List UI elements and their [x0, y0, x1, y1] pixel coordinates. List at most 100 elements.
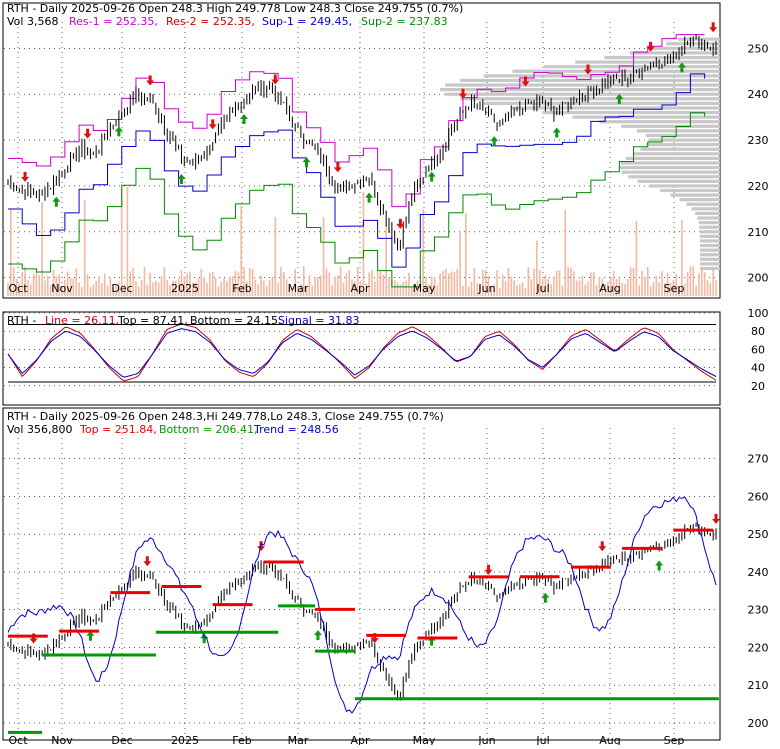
volume-bar — [607, 281, 609, 296]
trend-trend-label: Trend = 248.56 — [253, 423, 339, 436]
volume-bar — [530, 279, 532, 296]
y-tick-label: 200 — [748, 717, 769, 730]
volume-bar — [658, 281, 660, 296]
sell-arrow-icon — [646, 41, 655, 52]
volume-bar — [18, 283, 21, 296]
volume-bar — [632, 267, 635, 296]
volume-bar — [573, 271, 575, 296]
trend-top-label: Top = 251.84, — [79, 423, 157, 436]
volume-bar — [371, 270, 373, 296]
volume-bar — [35, 272, 38, 296]
volume-bar — [373, 281, 376, 296]
volume-bar — [41, 201, 43, 296]
volume-bar — [575, 280, 578, 296]
y-tick-label: 80 — [751, 325, 765, 338]
volume-profile-bar — [686, 202, 720, 206]
volume-bar — [473, 267, 476, 296]
volume-bar — [544, 275, 547, 296]
volume-bar — [592, 271, 595, 296]
volume-bar — [140, 279, 143, 296]
volume-bar — [177, 278, 180, 296]
volume-bar — [507, 268, 510, 296]
sell-arrow-icon — [208, 119, 217, 130]
osc-signal-series — [7, 328, 717, 378]
volume-bar — [64, 279, 66, 296]
volume-bar — [499, 287, 501, 296]
volume-profile-bar — [636, 129, 720, 133]
volume-bar — [192, 282, 194, 296]
buy-arrow-icon — [365, 192, 374, 203]
volume-bar — [38, 275, 41, 296]
sup1-label: Sup-1 = 249.45, — [262, 15, 352, 28]
volume-bar — [683, 284, 686, 296]
sell-arrow-icon — [333, 162, 342, 173]
volume-bar — [29, 284, 32, 296]
support-2-line — [8, 112, 706, 288]
volume-profile-bar — [646, 143, 720, 147]
volume-bar — [459, 232, 461, 296]
x-tick-label: Apr — [350, 734, 370, 745]
volume-bar — [675, 274, 677, 296]
y-tick-label: 200 — [748, 272, 769, 285]
sell-arrow-icon — [521, 76, 530, 87]
y-tick-label: 220 — [748, 180, 769, 193]
volume-bar — [618, 278, 621, 296]
volume-profile-bar — [629, 51, 720, 55]
y-tick-label: 100 — [748, 307, 769, 320]
volume-bar — [72, 278, 75, 296]
volume-profile-bar — [511, 106, 720, 110]
volume-bar — [627, 278, 629, 296]
osc-line-label: Line = 26.11, — [45, 314, 119, 327]
volume-bar — [231, 275, 234, 296]
buy-arrow-icon — [655, 560, 664, 571]
volume-bar — [220, 281, 223, 296]
volume-bar — [263, 280, 265, 296]
volume-profile-bar — [648, 184, 720, 188]
volume-profile-bar — [543, 65, 720, 69]
volume-bar — [120, 189, 123, 296]
volume-bar — [115, 285, 117, 296]
volume-bar — [681, 219, 683, 296]
x-tick-label: Jul — [535, 282, 549, 295]
volume-bar — [27, 280, 29, 296]
volume-bar — [581, 275, 584, 296]
res2-label: Res-2 = 252.35, — [166, 15, 255, 28]
volume-bar — [678, 287, 680, 296]
volume-bar — [664, 282, 666, 296]
volume-profile-bar — [699, 266, 720, 271]
volume-profile-bar — [699, 243, 720, 248]
volume-bar — [228, 277, 231, 296]
volume-bar — [484, 270, 487, 296]
volume-bar — [379, 271, 382, 296]
volume-bar — [504, 281, 507, 296]
volume-bar — [516, 285, 518, 296]
sell-arrow-icon — [146, 75, 155, 86]
sup2-label: Sup-2 = 237.83 — [361, 15, 448, 28]
volume-bar — [587, 281, 589, 296]
x-tick-label: Oct — [8, 282, 28, 295]
volume-bar — [396, 282, 399, 296]
sell-arrow-icon — [396, 218, 405, 229]
volume-profile-bar — [645, 133, 720, 138]
volume-bar — [203, 277, 205, 296]
y-tick-label: 250 — [748, 42, 769, 55]
volume-bar — [538, 269, 541, 296]
volume-bar — [83, 199, 86, 296]
volume-profile-bar — [660, 188, 720, 193]
y-tick-label: 230 — [748, 604, 769, 617]
volume-bar — [453, 272, 456, 296]
volume-bar — [649, 285, 652, 296]
volume-bar — [345, 273, 348, 296]
volume-bar — [706, 280, 709, 296]
x-tick-label: Aug — [599, 282, 620, 295]
volume-bar — [533, 268, 535, 296]
sell-arrow-icon — [143, 556, 152, 567]
volume-bar — [92, 284, 95, 296]
x-tick-label: 2025 — [171, 282, 199, 295]
volume-bar — [237, 272, 240, 296]
x-tick-label: Dec — [111, 282, 132, 295]
volume-bar — [311, 285, 314, 296]
volume-bar — [285, 279, 288, 296]
volume-bar — [624, 284, 626, 296]
